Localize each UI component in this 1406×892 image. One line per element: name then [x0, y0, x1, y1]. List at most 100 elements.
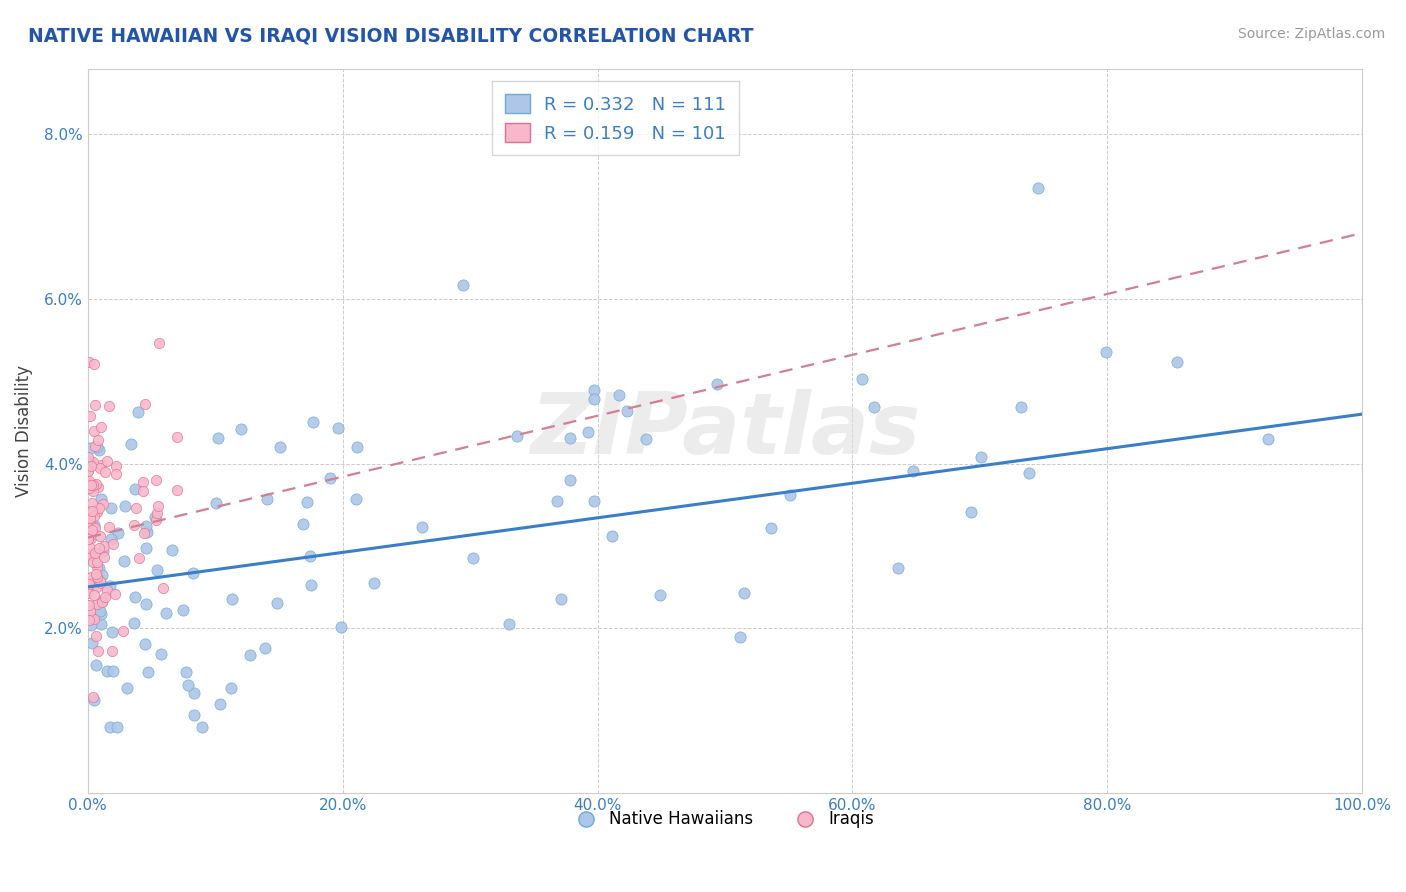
Point: [93, 539, 115, 553]
Point: [84, 546, 107, 560]
Point: [112, 624, 135, 638]
Point: [299, 549, 322, 563]
Point: [77, 482, 100, 496]
Point: [576, 425, 599, 440]
Point: [959, 505, 981, 519]
Point: [582, 494, 605, 508]
Point: [79, 409, 101, 423]
Point: [77, 613, 100, 627]
Point: [80, 579, 103, 593]
Point: [256, 491, 278, 506]
Point: [779, 488, 801, 502]
Legend: Native Hawaiians, Iraqis: Native Hawaiians, Iraqis: [569, 804, 880, 835]
Point: [221, 592, 243, 607]
Point: [96, 454, 118, 468]
Point: [105, 467, 128, 481]
Point: [90, 420, 112, 434]
Point: [112, 554, 135, 568]
Point: [229, 422, 252, 436]
Point: [87, 480, 110, 494]
Point: [86, 570, 108, 584]
Point: [183, 686, 205, 700]
Point: [583, 383, 606, 397]
Point: [330, 620, 353, 634]
Point: [146, 506, 169, 520]
Point: [82, 523, 104, 537]
Point: [101, 664, 124, 678]
Point: [901, 464, 924, 478]
Point: [82, 504, 104, 518]
Point: [86, 440, 108, 454]
Point: [80, 478, 103, 492]
Point: [728, 631, 751, 645]
Point: [84, 658, 107, 673]
Point: [207, 432, 229, 446]
Point: [115, 681, 138, 695]
Point: [90, 458, 112, 472]
Point: [77, 462, 100, 476]
Point: [93, 550, 115, 565]
Point: [87, 433, 110, 447]
Point: [82, 455, 104, 469]
Point: [90, 617, 112, 632]
Point: [77, 450, 100, 465]
Point: [319, 471, 342, 485]
Point: [98, 579, 121, 593]
Point: [155, 606, 177, 620]
Point: [79, 604, 101, 618]
Point: [1257, 432, 1279, 446]
Point: [134, 637, 156, 651]
Point: [80, 532, 103, 546]
Point: [124, 483, 146, 497]
Point: [105, 458, 128, 473]
Point: [221, 681, 243, 696]
Text: Source: ZipAtlas.com: Source: ZipAtlas.com: [1237, 27, 1385, 41]
Point: [77, 355, 100, 369]
Point: [90, 594, 112, 608]
Point: [89, 604, 111, 618]
Point: [82, 555, 104, 569]
Point: [80, 459, 103, 474]
Text: NATIVE HAWAIIAN VS IRAQI VISION DISABILITY CORRELATION CHART: NATIVE HAWAIIAN VS IRAQI VISION DISABILI…: [28, 27, 754, 45]
Point: [636, 432, 658, 446]
Point: [146, 499, 169, 513]
Point: [498, 617, 520, 632]
Point: [134, 397, 156, 411]
Point: [79, 441, 101, 455]
Point: [82, 690, 104, 704]
Point: [143, 509, 166, 524]
Point: [90, 491, 112, 506]
Point: [160, 543, 183, 558]
Point: [84, 521, 107, 535]
Point: [83, 424, 105, 438]
Point: [269, 440, 291, 454]
Point: [104, 587, 127, 601]
Point: [122, 616, 145, 631]
Point: [706, 376, 728, 391]
Point: [266, 596, 288, 610]
Point: [136, 665, 159, 679]
Point: [363, 576, 385, 591]
Point: [86, 505, 108, 519]
Point: [84, 398, 107, 412]
Point: [80, 618, 103, 632]
Point: [91, 543, 114, 558]
Point: [209, 698, 232, 712]
Point: [96, 583, 118, 598]
Point: [79, 576, 101, 591]
Point: [326, 421, 349, 435]
Point: [254, 641, 277, 656]
Point: [83, 612, 105, 626]
Point: [135, 541, 157, 555]
Point: [463, 551, 485, 566]
Point: [93, 465, 115, 479]
Point: [344, 491, 367, 506]
Point: [100, 625, 122, 640]
Point: [77, 474, 100, 488]
Point: [96, 665, 118, 679]
Point: [970, 450, 993, 464]
Point: [120, 437, 142, 451]
Point: [1018, 466, 1040, 480]
Point: [79, 511, 101, 525]
Point: [79, 570, 101, 584]
